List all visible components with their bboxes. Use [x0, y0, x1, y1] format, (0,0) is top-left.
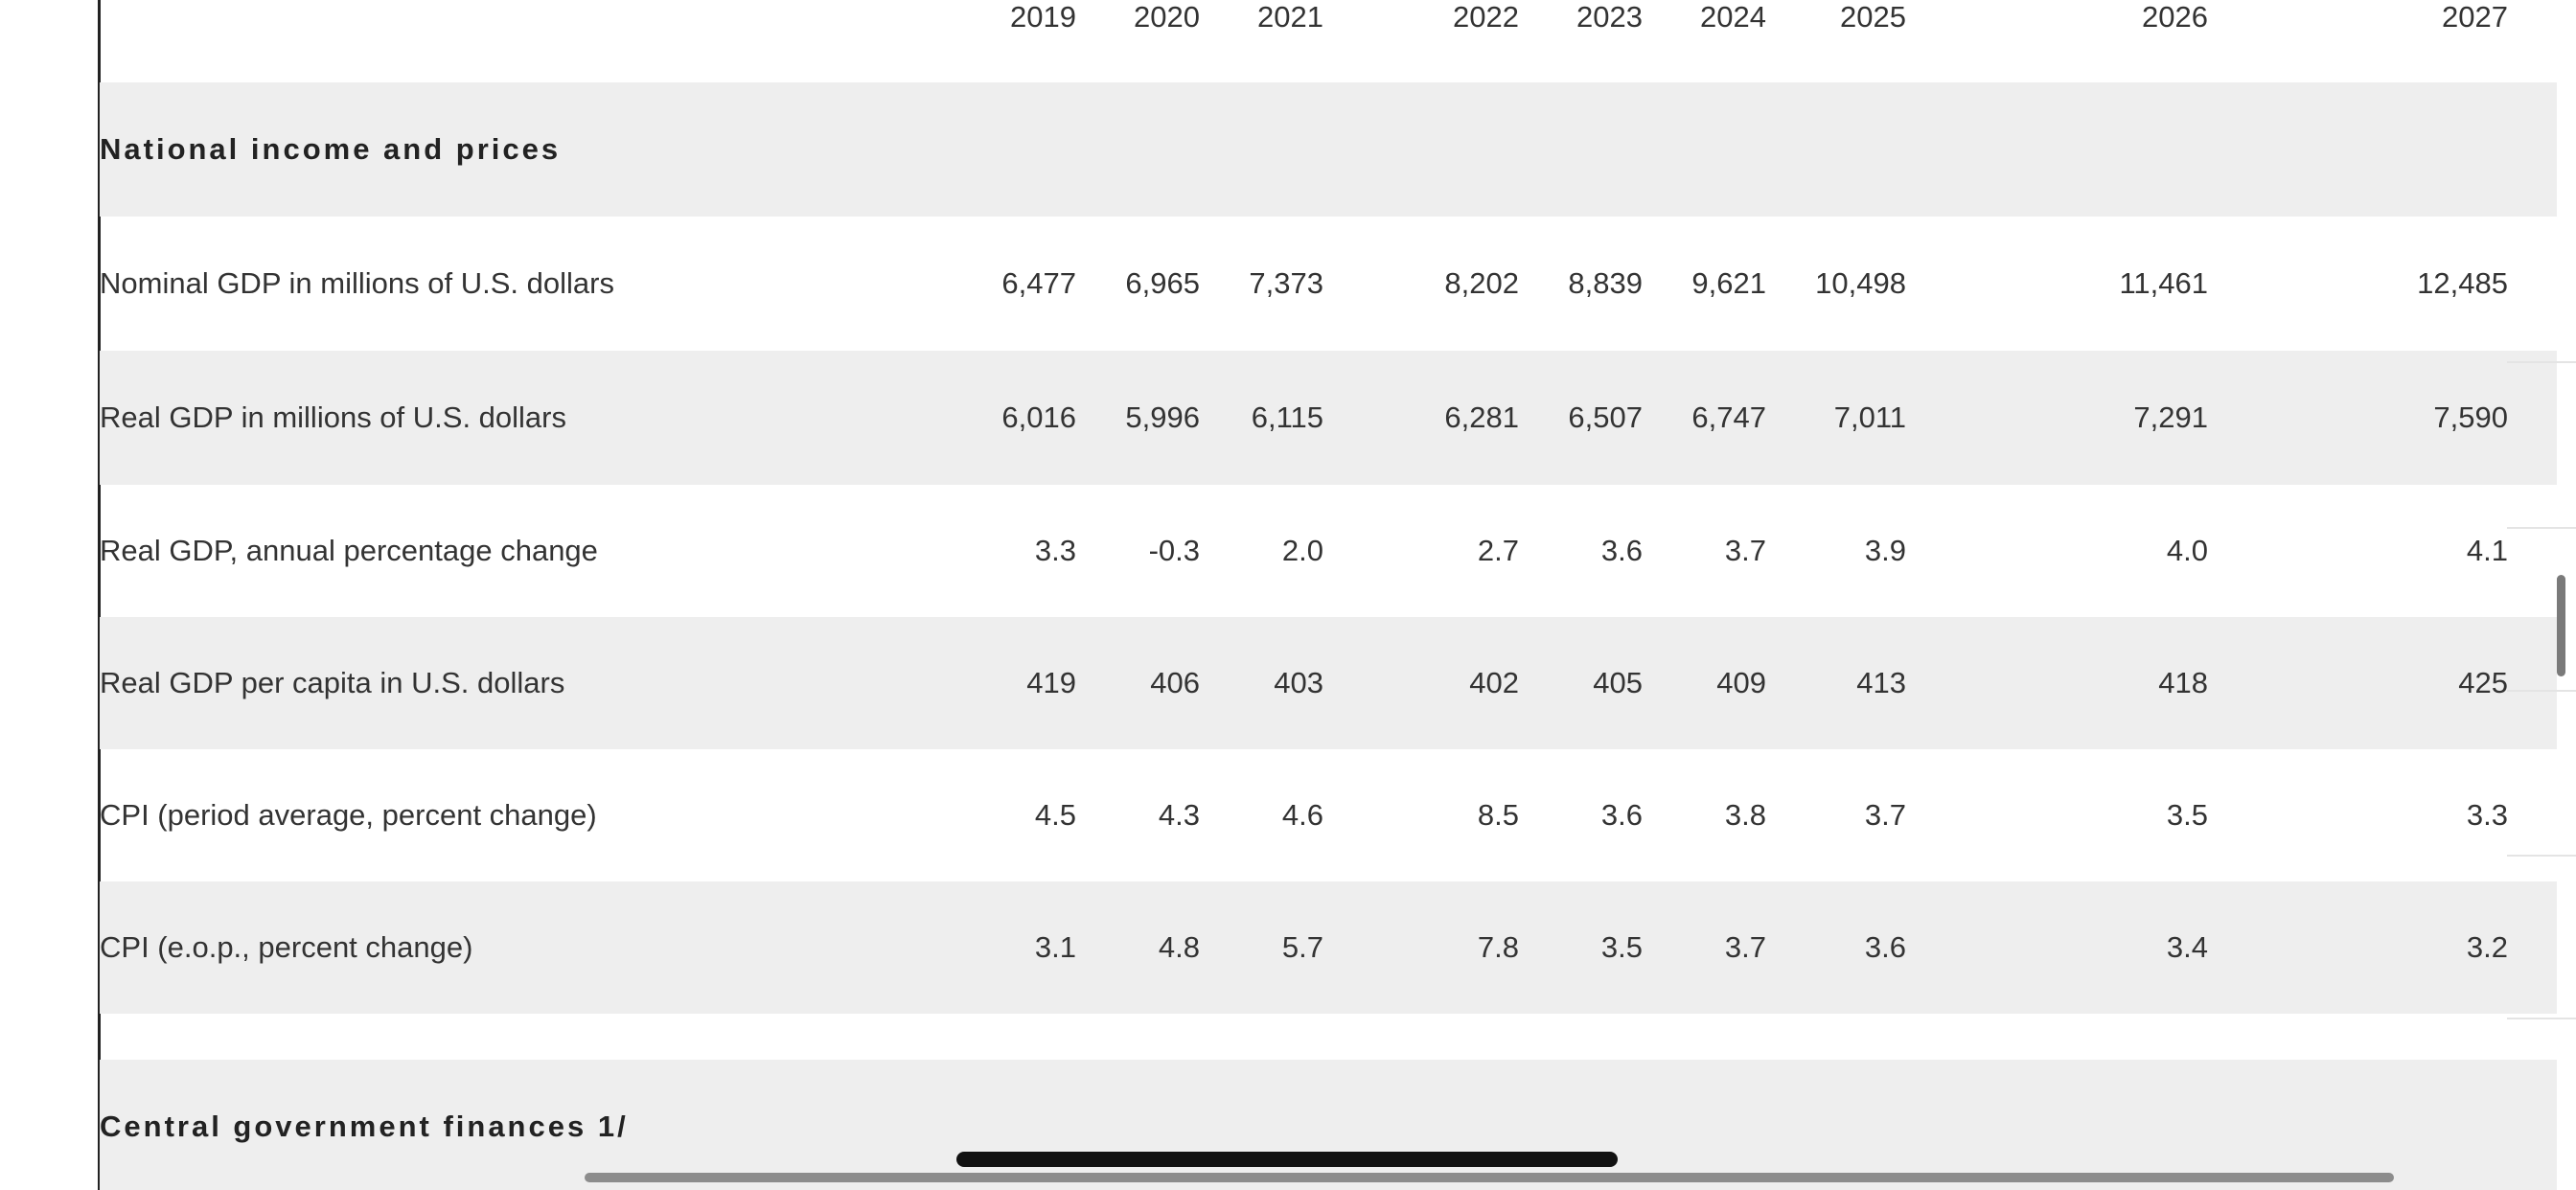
table-cell: 2.7	[1477, 534, 1519, 567]
table-cell: 418	[2158, 666, 2208, 699]
table-cell: 413	[1856, 666, 1906, 699]
table-cell: 6,281	[1444, 400, 1519, 434]
table-cell: 3.4	[2166, 930, 2208, 964]
section-title: Central government finances 1/	[100, 1110, 629, 1143]
home-indicator[interactable]	[956, 1152, 1618, 1167]
table-cell: 425	[2458, 666, 2508, 699]
horizontal-scrollbar[interactable]	[585, 1173, 2394, 1182]
table-cell: 4.3	[1158, 798, 1200, 832]
table-cell: 4.6	[1281, 798, 1323, 832]
table-row: Real GDP per capita in U.S. dollars 419 …	[100, 617, 2557, 749]
year-header: 2025	[1840, 0, 1906, 34]
table-cell: 3.1	[1034, 930, 1076, 964]
table-cell: 7,291	[2133, 400, 2208, 434]
table-cell: 12,485	[2417, 266, 2508, 300]
table-cell: 4.8	[1158, 930, 1200, 964]
year-header: 2022	[1453, 0, 1519, 34]
table-cell: 6,507	[1568, 400, 1643, 434]
year-header: 2023	[1576, 0, 1643, 34]
vertical-scrollbar-thumb[interactable]	[2557, 575, 2565, 676]
table-cell: 5,996	[1125, 400, 1200, 434]
section-title: National income and prices	[100, 132, 562, 166]
table-cell: 6,965	[1125, 266, 1200, 300]
table-cell: 5.7	[1281, 930, 1323, 964]
divider	[2507, 855, 2576, 857]
row-label: Real GDP in millions of U.S. dollars	[100, 400, 566, 434]
table-cell: 7,011	[1833, 400, 1906, 434]
table-header-row: 2019 2020 2021 2022 2023 2024 2025 2026 …	[100, 0, 2557, 82]
year-header: 2021	[1257, 0, 1323, 34]
row-label: CPI (e.o.p., percent change)	[100, 930, 473, 964]
table-cell: 405	[1593, 666, 1643, 699]
year-header: 2024	[1700, 0, 1766, 34]
table-cell: 3.6	[1600, 534, 1643, 567]
table-cell: 7.8	[1477, 930, 1519, 964]
table-cell: 4.1	[2466, 534, 2508, 567]
table-cell: 419	[1026, 666, 1076, 699]
table-cell: -0.3	[1148, 534, 1200, 567]
table-row: CPI (period average, percent change) 4.5…	[100, 749, 2557, 881]
row-label: Real GDP per capita in U.S. dollars	[100, 666, 565, 699]
table-row: Real GDP in millions of U.S. dollars 6,0…	[100, 351, 2557, 485]
table-cell: 8,202	[1444, 266, 1519, 300]
section-header-row: Central government finances 1/	[100, 1060, 2557, 1190]
table-cell: 6,747	[1691, 400, 1766, 434]
table-cell: 7,373	[1249, 266, 1323, 300]
year-header: 2027	[2442, 0, 2508, 34]
year-header: 2020	[1134, 0, 1200, 34]
table-cell: 3.7	[1724, 534, 1766, 567]
divider	[2507, 1018, 2576, 1019]
table-cell: 6,115	[1251, 400, 1323, 434]
table-cell: 3.5	[2166, 798, 2208, 832]
divider	[2507, 527, 2576, 529]
table-cell: 4.0	[2166, 534, 2208, 567]
table-cell: 409	[1716, 666, 1766, 699]
table-cell: 403	[1274, 666, 1323, 699]
table-cell: 6,477	[1001, 266, 1076, 300]
table-cell: 3.5	[1600, 930, 1643, 964]
divider	[2507, 690, 2576, 692]
table-cell: 3.9	[1864, 534, 1906, 567]
table-cell: 402	[1469, 666, 1519, 699]
table-cell: 3.6	[1600, 798, 1643, 832]
table-cell: 3.7	[1724, 930, 1766, 964]
year-header: 2019	[1010, 0, 1076, 34]
table-cell: 8.5	[1477, 798, 1519, 832]
section-header-row: National income and prices	[100, 82, 2557, 217]
divider	[2507, 361, 2576, 363]
table-cell: 406	[1150, 666, 1200, 699]
table-cell: 4.5	[1034, 798, 1076, 832]
table-cell: 3.2	[2466, 930, 2508, 964]
table-cell: 3.6	[1864, 930, 1906, 964]
table-cell: 3.3	[2466, 798, 2508, 832]
year-header: 2026	[2142, 0, 2208, 34]
table-cell: 9,621	[1691, 266, 1766, 300]
table-cell: 2.0	[1281, 534, 1323, 567]
table-cell: 3.3	[1034, 534, 1076, 567]
row-label: CPI (period average, percent change)	[100, 798, 597, 832]
table-cell: 3.7	[1864, 798, 1906, 832]
table-row: CPI (e.o.p., percent change) 3.1 4.8 5.7…	[100, 881, 2557, 1014]
table-row: Real GDP, annual percentage change 3.3 -…	[100, 485, 2557, 617]
table-cell: 8,839	[1568, 266, 1643, 300]
table-left-border	[98, 0, 101, 1190]
table-cell: 11,461	[2119, 266, 2208, 300]
table-cell: 7,590	[2433, 400, 2508, 434]
table-row: Nominal GDP in millions of U.S. dollars …	[100, 217, 2557, 351]
table-cell: 3.8	[1724, 798, 1766, 832]
table-cell: 6,016	[1001, 400, 1076, 434]
row-label: Nominal GDP in millions of U.S. dollars	[100, 266, 614, 300]
table-cell: 10,498	[1815, 266, 1906, 300]
row-label: Real GDP, annual percentage change	[100, 534, 598, 567]
